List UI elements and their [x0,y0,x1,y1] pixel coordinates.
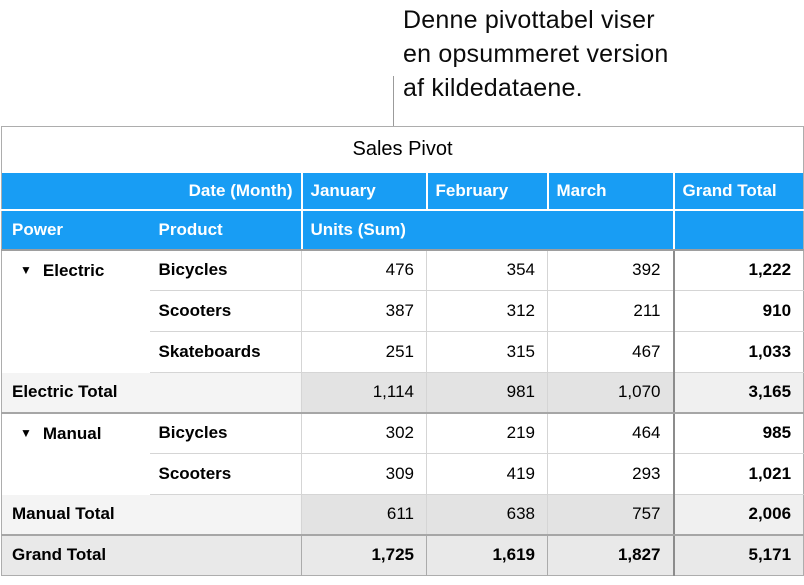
value-cell[interactable]: 302 [301,412,427,454]
grand-total-cell[interactable]: 5,171 [672,534,804,576]
value-cell[interactable]: 251 [301,331,427,373]
grand-total-cell[interactable]: 1,619 [426,534,548,576]
grand-total-cell[interactable]: 1,827 [547,534,674,576]
row-electric-bicycles: ▼ Electric Bicycles 476 354 392 1,222 [2,249,804,291]
group-cell-electric[interactable]: ▼ Electric [2,250,150,373]
value-cell[interactable]: 312 [426,290,548,332]
header-row-months: Date (Month) January February March Gran… [1,172,804,211]
row-total-cell[interactable]: 1,021 [672,453,804,495]
group-label-electric: Electric [42,260,105,280]
row-manual-bicycles: ▼ Manual Bicycles 302 219 464 985 [2,412,804,454]
callout-line-3: af kildedataene. [403,74,583,102]
header-date-month[interactable]: Date (Month) [1,172,302,211]
header-row-fields: Power Product Units (Sum) [1,209,804,251]
callout-leader-line [393,76,394,126]
header-january[interactable]: January [300,172,427,211]
product-cell[interactable]: Scooters [149,453,302,495]
subtotal-cell[interactable]: 1,070 [547,372,674,414]
header-grand-total-spacer [672,209,804,251]
value-cell[interactable]: 464 [547,412,674,454]
electric-total-label[interactable]: Electric Total [1,372,302,414]
grand-total-cell[interactable]: 1,725 [301,534,427,576]
subtotal-cell[interactable]: 981 [426,372,548,414]
header-february[interactable]: February [425,172,548,211]
product-cell[interactable]: Skateboards [149,331,302,373]
row-manual-scooters: Scooters 309 419 293 1,021 [2,453,804,495]
subtotal-cell[interactable]: 1,114 [301,372,427,414]
grand-total-label[interactable]: Grand Total [1,534,302,576]
disclosure-triangle-icon[interactable]: ▼ [20,425,32,440]
product-cell[interactable]: Bicycles [149,249,302,291]
row-manual-total: Manual Total 611 638 757 2,006 [1,494,804,536]
subtotal-cell[interactable]: 611 [301,494,427,536]
value-cell[interactable]: 467 [547,331,674,373]
value-cell[interactable]: 419 [426,453,548,495]
header-product[interactable]: Product [149,209,302,251]
row-total-cell[interactable]: 1,033 [672,331,804,373]
value-cell[interactable]: 315 [426,331,548,373]
group-label-manual: Manual [42,423,102,443]
manual-total-label[interactable]: Manual Total [1,494,302,536]
row-electric-skateboards: Skateboards 251 315 467 1,033 [2,331,804,373]
header-units-sum[interactable]: Units (Sum) [300,209,674,251]
value-cell[interactable]: 392 [547,249,674,291]
row-total-cell[interactable]: 910 [672,290,804,332]
row-electric-total: Electric Total 1,114 981 1,070 3,165 [1,372,804,414]
value-cell[interactable]: 211 [547,290,674,332]
row-total-cell[interactable]: 1,222 [672,249,804,291]
pivot-table: Sales Pivot Date (Month) January Februar… [1,126,804,576]
disclosure-triangle-icon[interactable]: ▼ [20,262,32,277]
header-power[interactable]: Power [1,209,150,251]
callout-line-1: Denne pivottabel viser [403,6,655,34]
table-title[interactable]: Sales Pivot [1,126,804,173]
row-total-cell[interactable]: 985 [672,412,804,454]
value-cell[interactable]: 219 [426,412,548,454]
row-grand-total: Grand Total 1,725 1,619 1,827 5,171 [1,534,804,576]
header-grand-total[interactable]: Grand Total [672,172,804,211]
subtotal-cell[interactable]: 757 [547,494,674,536]
value-cell[interactable]: 354 [426,249,548,291]
value-cell[interactable]: 293 [547,453,674,495]
subtotal-grand-cell[interactable]: 3,165 [672,372,804,414]
row-electric-scooters: Scooters 387 312 211 910 [2,290,804,332]
subtotal-grand-cell[interactable]: 2,006 [672,494,804,536]
callout-annotation: Denne pivottabel viser en opsummeret ver… [403,3,668,105]
header-march[interactable]: March [546,172,674,211]
product-cell[interactable]: Scooters [149,290,302,332]
value-cell[interactable]: 309 [301,453,427,495]
value-cell[interactable]: 476 [301,249,427,291]
subtotal-cell[interactable]: 638 [426,494,548,536]
callout-line-2: en opsummeret version [403,40,669,68]
group-cell-manual[interactable]: ▼ Manual [2,413,150,495]
value-cell[interactable]: 387 [301,290,427,332]
product-cell[interactable]: Bicycles [149,412,302,454]
table-title-row: Sales Pivot [1,126,804,173]
